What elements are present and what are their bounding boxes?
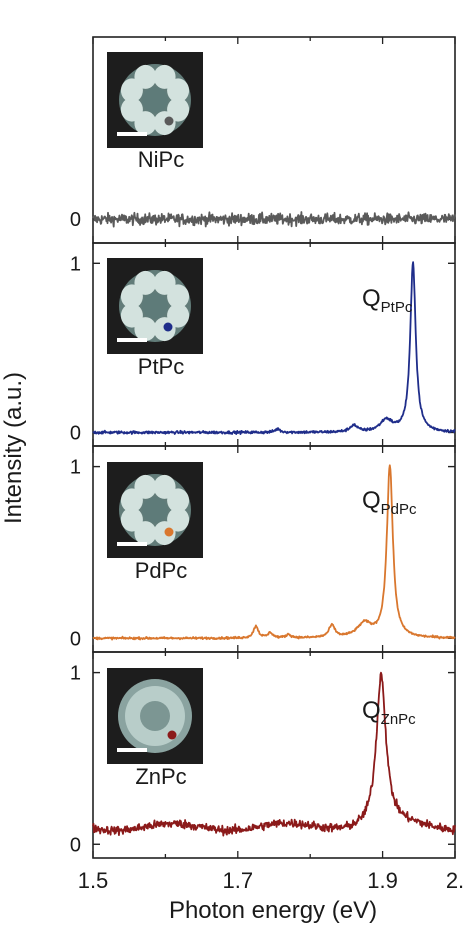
molecule-lobe — [134, 64, 157, 89]
y-axis-label: Intensity (a.u.) — [0, 372, 27, 524]
molecule-center — [142, 293, 168, 319]
scale-bar — [117, 338, 147, 342]
molecule-lobe — [134, 270, 157, 295]
molecule-lobe — [167, 284, 190, 309]
peak-label: QPdPc — [362, 487, 417, 518]
molecule-inset-image — [107, 668, 203, 764]
x-tick-label: 2. — [446, 868, 464, 893]
molecule-lobe — [134, 474, 157, 499]
molecule-center — [142, 87, 168, 113]
molecule-label: PtPc — [138, 354, 184, 379]
molecule-center — [142, 497, 168, 523]
y-tick-label: 0 — [70, 834, 81, 856]
tip-position-dot — [164, 527, 174, 537]
tip-position-dot — [167, 730, 177, 740]
molecule-center — [140, 701, 170, 731]
molecule-inset-image — [107, 462, 203, 558]
peak-label: QPtPc — [362, 285, 413, 316]
spectrum-line — [92, 261, 456, 435]
panel-frame — [92, 651, 456, 859]
panel-ptpc: 0 1 PtPc QPtPc — [70, 242, 456, 447]
x-tick-label: 1.9 — [367, 868, 398, 893]
scale-bar — [117, 542, 147, 546]
x-axis-label: Photon energy (eV) — [169, 897, 377, 924]
panel-pdpc: 0 1 PdPc QPdPc — [70, 445, 456, 653]
molecule-lobe — [167, 78, 190, 103]
tip-position-dot — [164, 116, 174, 126]
x-tick-label: 1.7 — [223, 868, 254, 893]
molecule-inset-image — [107, 52, 203, 148]
molecule-inset-image — [107, 258, 203, 354]
y-tick-label: 0 — [70, 628, 81, 650]
molecule-label: PdPc — [135, 558, 188, 583]
x-tick-label: 1.5 — [78, 868, 109, 893]
y-tick-label: 1 — [70, 663, 81, 685]
spectrum-line — [92, 671, 456, 837]
scale-bar — [117, 748, 147, 752]
panel-nipc: 0 NiPc — [70, 36, 456, 244]
tip-position-dot — [163, 322, 173, 332]
molecule-lobe — [120, 303, 143, 328]
spectrum-line — [92, 464, 456, 641]
panel-znpc: 0 1 ZnPc QZnPc — [70, 651, 456, 859]
molecule-lobe — [153, 521, 176, 546]
y-tick-label: 1 — [70, 457, 81, 479]
spectrum-line — [92, 211, 456, 228]
molecule-label: NiPc — [138, 147, 184, 172]
molecule-label: ZnPc — [135, 764, 186, 789]
y-tick-label: 0 — [70, 422, 81, 444]
molecule-lobe — [120, 97, 143, 122]
peak-label: QZnPc — [362, 697, 416, 728]
molecule-lobe — [120, 507, 143, 532]
molecule-lobe — [167, 488, 190, 513]
scale-bar — [117, 132, 147, 136]
y-tick-label: 0 — [70, 209, 81, 231]
y-tick-label: 1 — [70, 253, 81, 275]
